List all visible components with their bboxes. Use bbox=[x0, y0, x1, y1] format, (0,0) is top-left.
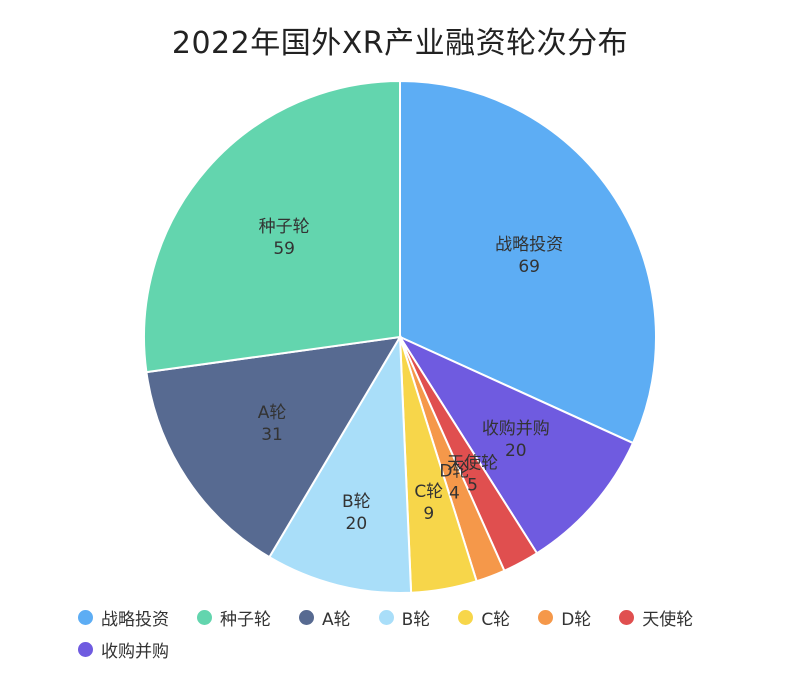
pie-slice-2 bbox=[397, 334, 635, 555]
legend-label: A轮 bbox=[322, 609, 351, 630]
slice-value-label: 31 bbox=[261, 425, 283, 445]
legend-label: 战略投资 bbox=[101, 609, 169, 630]
legend-item[interactable]: 收购并购 bbox=[78, 636, 169, 662]
slice-value-label: 69 bbox=[518, 257, 540, 277]
pie-slice-7 bbox=[145, 335, 402, 559]
legend-label: B轮 bbox=[401, 609, 431, 630]
legend-swatch bbox=[78, 609, 93, 625]
slice-value-label: 5 bbox=[467, 475, 478, 495]
legend-swatch bbox=[197, 609, 212, 625]
slice-name-label: 战略投资 bbox=[495, 235, 563, 255]
legend-item[interactable]: 战略投资 bbox=[78, 604, 169, 630]
legend-item[interactable]: D轮 bbox=[538, 604, 591, 630]
slice-value-label: 4 bbox=[449, 484, 460, 504]
legend-item[interactable]: B轮 bbox=[378, 604, 431, 630]
chart-title: 2022年国外XR产业融资轮次分布 bbox=[171, 26, 629, 61]
legend-label: 收购并购 bbox=[101, 641, 169, 662]
legend-label: D轮 bbox=[561, 609, 592, 630]
legend-swatch bbox=[619, 609, 635, 625]
slice-name-label: D轮 bbox=[439, 462, 469, 482]
legend-label: 天使轮 bbox=[642, 609, 694, 630]
legend-swatch bbox=[378, 609, 394, 625]
legend-item[interactable]: A轮 bbox=[299, 604, 351, 630]
slice-name-label: A轮 bbox=[258, 403, 287, 423]
legend-swatch bbox=[299, 609, 314, 625]
slice-value-label: 9 bbox=[423, 504, 434, 524]
legend-swatch bbox=[458, 609, 474, 625]
legend-item[interactable]: C轮 bbox=[458, 604, 510, 630]
slice-value-label: 59 bbox=[273, 239, 295, 259]
legend-label: C轮 bbox=[481, 609, 511, 630]
slice-name-label: B轮 bbox=[342, 492, 371, 512]
legend-label: 种子轮 bbox=[220, 609, 271, 630]
pie-slice-1 bbox=[399, 79, 657, 445]
slice-name-label: 收购并购 bbox=[482, 419, 550, 439]
slice-name-label: 种子轮 bbox=[259, 217, 310, 237]
legend-swatch bbox=[538, 609, 554, 625]
legend-swatch bbox=[78, 641, 93, 657]
slice-name-label: 天使轮 bbox=[447, 452, 498, 473]
slice-value-label: 20 bbox=[505, 441, 527, 461]
slice-name-label: C轮 bbox=[414, 482, 443, 502]
legend-item[interactable]: 种子轮 bbox=[197, 604, 271, 630]
legend-item[interactable]: 天使轮 bbox=[619, 604, 693, 630]
pie-slice-6 bbox=[267, 333, 413, 594]
pie-slice-8 bbox=[143, 79, 401, 374]
legend: 战略投资 种子轮 A轮 B轮 C轮 D轮 天使轮收购并购 bbox=[78, 604, 768, 662]
slice-value-label: 20 bbox=[346, 514, 368, 534]
pie-slices bbox=[143, 79, 657, 594]
